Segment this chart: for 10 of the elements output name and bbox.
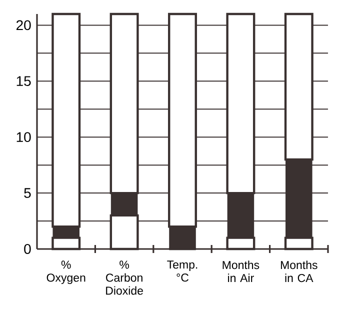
y-tick-label: 0 bbox=[24, 244, 31, 254]
y-tick-label: 5 bbox=[24, 188, 31, 198]
x-tick-label: Months in CA bbox=[280, 260, 318, 282]
y-tick-label: 20 bbox=[16, 20, 31, 30]
x-tick-label: Temp. °C bbox=[167, 260, 198, 282]
y-tick-label: 15 bbox=[16, 76, 31, 86]
x-tick-label: Months in Air bbox=[222, 260, 260, 282]
x-tick-label: % Oxygen bbox=[46, 260, 86, 284]
x-tick-label: % Carbon Dioxide bbox=[106, 260, 143, 295]
y-tick-label: 10 bbox=[16, 132, 31, 142]
